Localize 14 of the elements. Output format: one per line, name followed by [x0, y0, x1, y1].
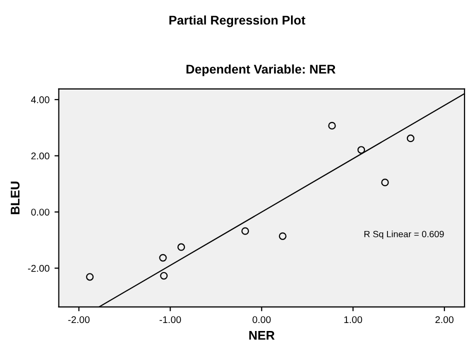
x-axis-title: NER — [249, 331, 275, 340]
y-tick-label: -2.00 — [28, 264, 50, 272]
x-tick-label: -2.00 — [68, 316, 90, 324]
chart-title: Partial Regression Plot — [169, 15, 306, 28]
x-tick-label: 0.00 — [252, 316, 271, 324]
chart-subtitle: Dependent Variable: NER — [186, 64, 336, 76]
x-tick-label: 2.00 — [435, 316, 454, 324]
y-tick-label: 0.00 — [31, 208, 50, 216]
annotation: R Sq Linear = 0.609 — [364, 230, 444, 240]
y-tick-label: 2.00 — [31, 152, 50, 160]
y-tick-label: 4.00 — [31, 96, 50, 104]
y-axis-title: BLEU — [10, 182, 20, 214]
x-tick-label: -1.00 — [160, 316, 181, 324]
x-tick-label: 1.00 — [344, 316, 362, 324]
